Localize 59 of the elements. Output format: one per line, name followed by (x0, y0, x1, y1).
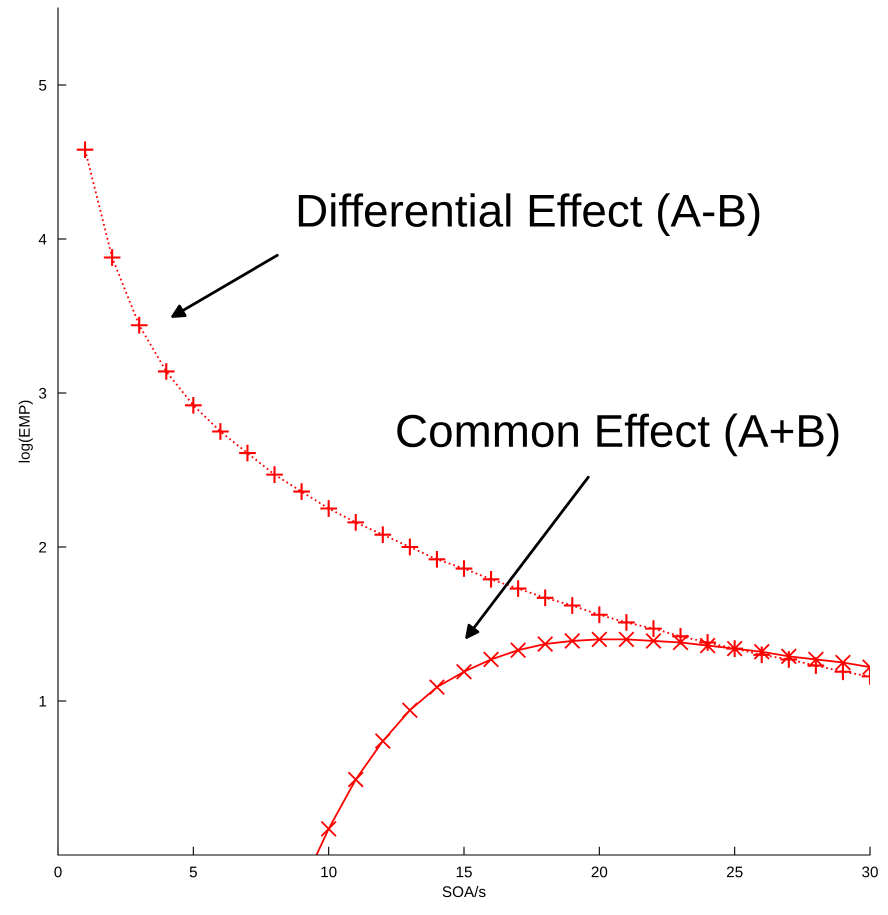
point (671, 626, 690, 646)
annotation: Differential Effect (A-B) (298, 193, 760, 236)
point (320, 820, 337, 838)
point (454, 559, 474, 578)
point (374, 732, 391, 750)
point (536, 588, 555, 608)
point (428, 550, 446, 569)
point (698, 633, 717, 652)
point (537, 636, 554, 652)
x-tick-label: 30 (862, 866, 878, 878)
point (752, 645, 772, 664)
point (211, 422, 230, 441)
point (617, 613, 636, 632)
y-tick-label: 3 (38, 388, 46, 399)
point (510, 642, 526, 658)
point (590, 605, 609, 624)
point (373, 525, 392, 544)
x-tick-label: 5 (190, 866, 197, 878)
point (779, 650, 798, 669)
point (348, 771, 364, 788)
point (102, 248, 122, 267)
y-tick-label: 1 (40, 696, 46, 707)
point (76, 140, 94, 160)
point (402, 702, 418, 718)
x-tick-label: 25 (726, 866, 743, 878)
point (238, 444, 257, 462)
point (319, 499, 338, 518)
x-tick-label: 15 (456, 866, 472, 878)
point (754, 644, 770, 660)
point (482, 570, 500, 589)
point (456, 664, 472, 680)
point (346, 512, 366, 532)
point (292, 482, 311, 501)
x-tick-label: 0 (54, 866, 62, 878)
point (482, 651, 500, 668)
point (265, 465, 284, 484)
point (645, 632, 662, 650)
x-tick-label: 20 (592, 866, 608, 878)
point (644, 619, 663, 638)
point (562, 596, 582, 615)
point (130, 316, 149, 335)
point (564, 632, 580, 650)
annotation: Common Effect (A+B) (397, 414, 838, 456)
point (184, 396, 203, 415)
point (780, 648, 797, 665)
point (591, 631, 608, 648)
y-tick-label: 5 (39, 80, 46, 91)
y-tick-label: 4 (38, 234, 46, 245)
point (672, 634, 689, 651)
y-tick-label: 2 (39, 542, 46, 553)
y-axis-title: log(EMP) (18, 400, 33, 462)
point (618, 631, 635, 648)
x-tick-label: 10 (321, 866, 337, 878)
point (699, 637, 716, 654)
point (508, 579, 528, 598)
point (428, 678, 446, 696)
x-axis-title: SOA/s (442, 886, 486, 898)
point (156, 362, 176, 381)
point (400, 538, 420, 556)
